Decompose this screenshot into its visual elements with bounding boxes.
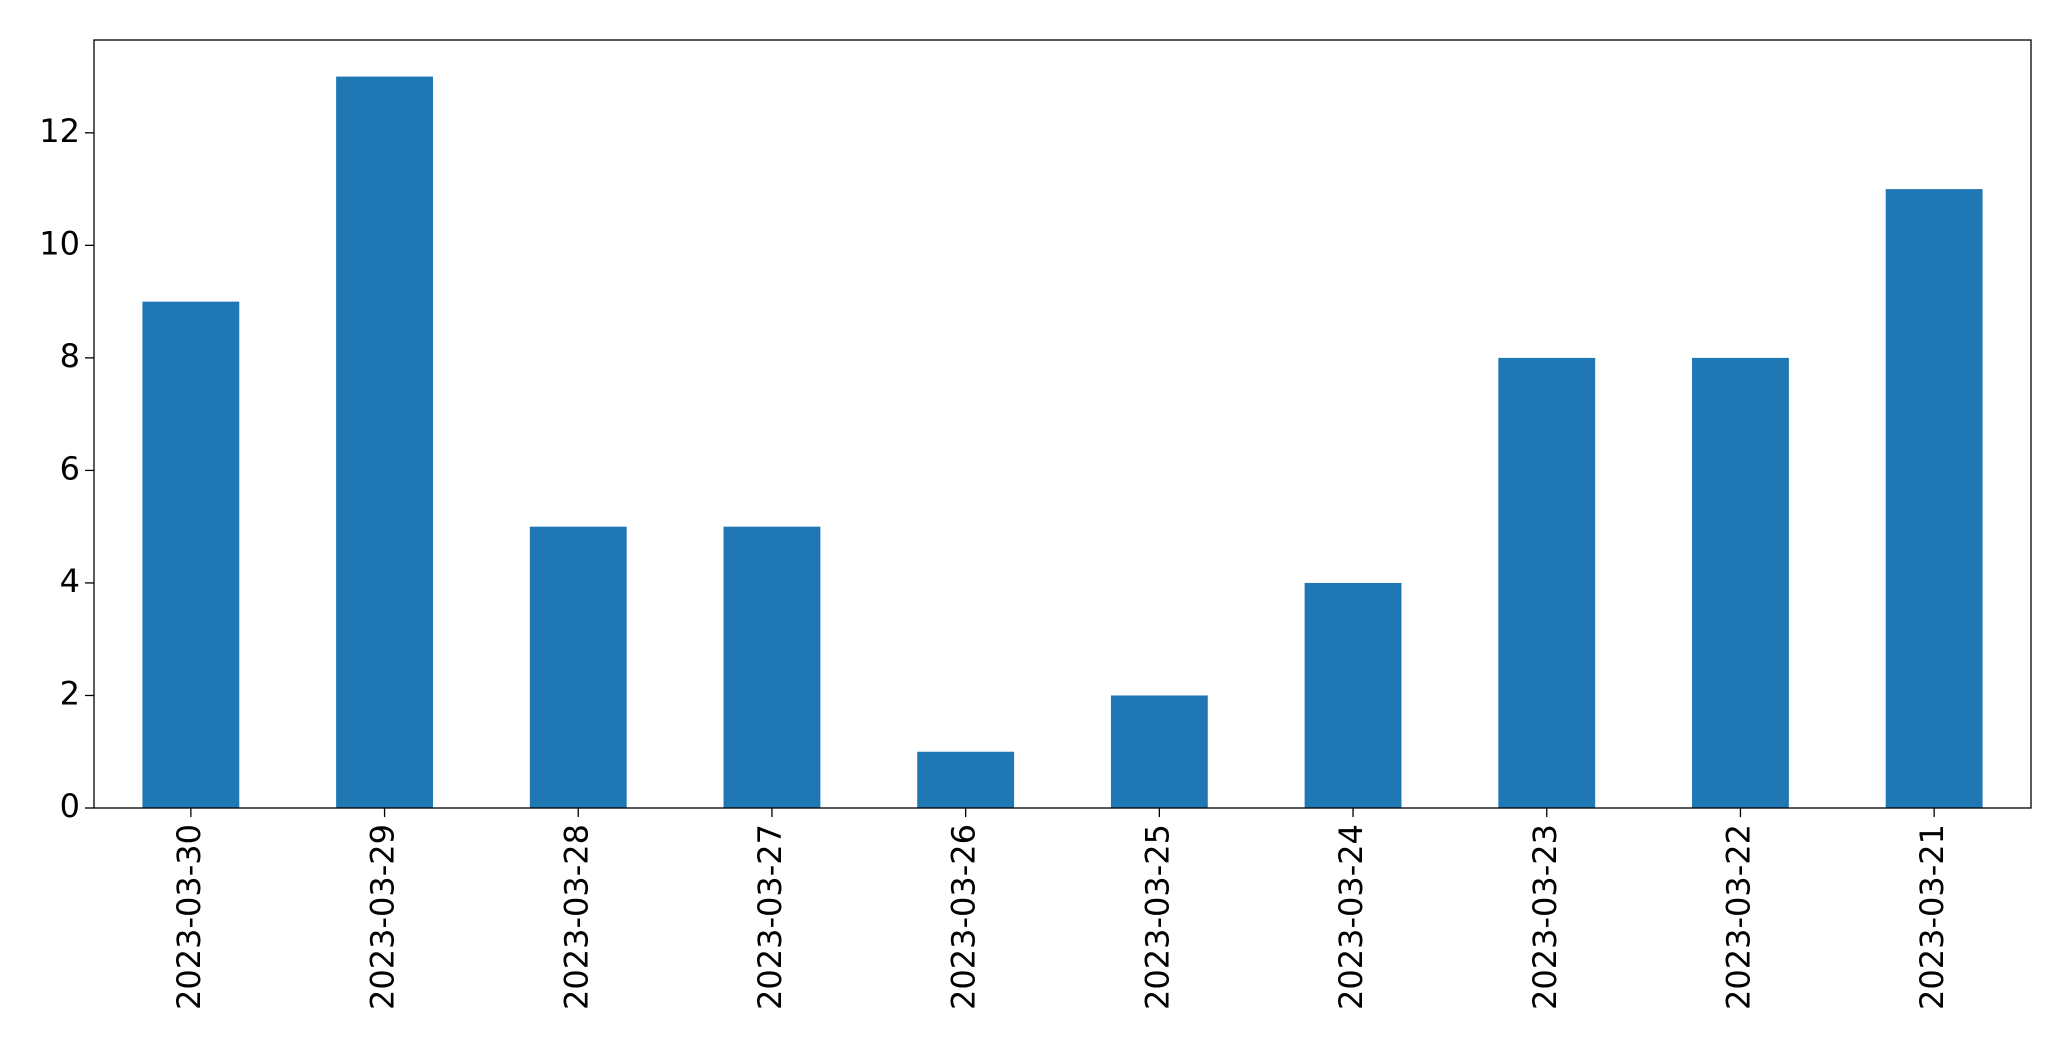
x-tick-label: 2023-03-21 <box>1913 824 1951 1010</box>
y-tick-label: 4 <box>60 562 80 600</box>
bar <box>1498 357 1596 808</box>
bar <box>1110 695 1208 808</box>
y-tick-label: 8 <box>60 337 80 375</box>
bar <box>1304 582 1402 808</box>
y-tick-label: 0 <box>60 787 80 825</box>
bar <box>723 526 821 808</box>
x-tick-label: 2023-03-29 <box>364 824 402 1010</box>
x-tick-label: 2023-03-26 <box>945 824 983 1010</box>
y-tick-label: 12 <box>39 112 80 150</box>
y-tick-label: 6 <box>60 449 80 487</box>
x-tick-label: 2023-03-22 <box>1719 824 1757 1010</box>
y-tick-label: 2 <box>60 674 80 712</box>
x-tick-label: 2023-03-27 <box>751 824 789 1010</box>
x-tick-label: 2023-03-23 <box>1526 824 1564 1010</box>
bar <box>529 526 627 808</box>
x-tick-label: 2023-03-25 <box>1138 824 1176 1010</box>
x-tick-label: 2023-03-24 <box>1332 824 1370 1010</box>
plot-frame <box>93 39 2032 809</box>
x-tick-label: 2023-03-28 <box>557 824 595 1010</box>
bar <box>917 751 1015 808</box>
bar <box>142 301 240 808</box>
x-tick-label: 2023-03-30 <box>170 824 208 1010</box>
bar <box>336 76 433 809</box>
bar <box>1692 357 1789 808</box>
y-tick-label: 10 <box>39 224 80 262</box>
bar <box>1885 189 1983 809</box>
